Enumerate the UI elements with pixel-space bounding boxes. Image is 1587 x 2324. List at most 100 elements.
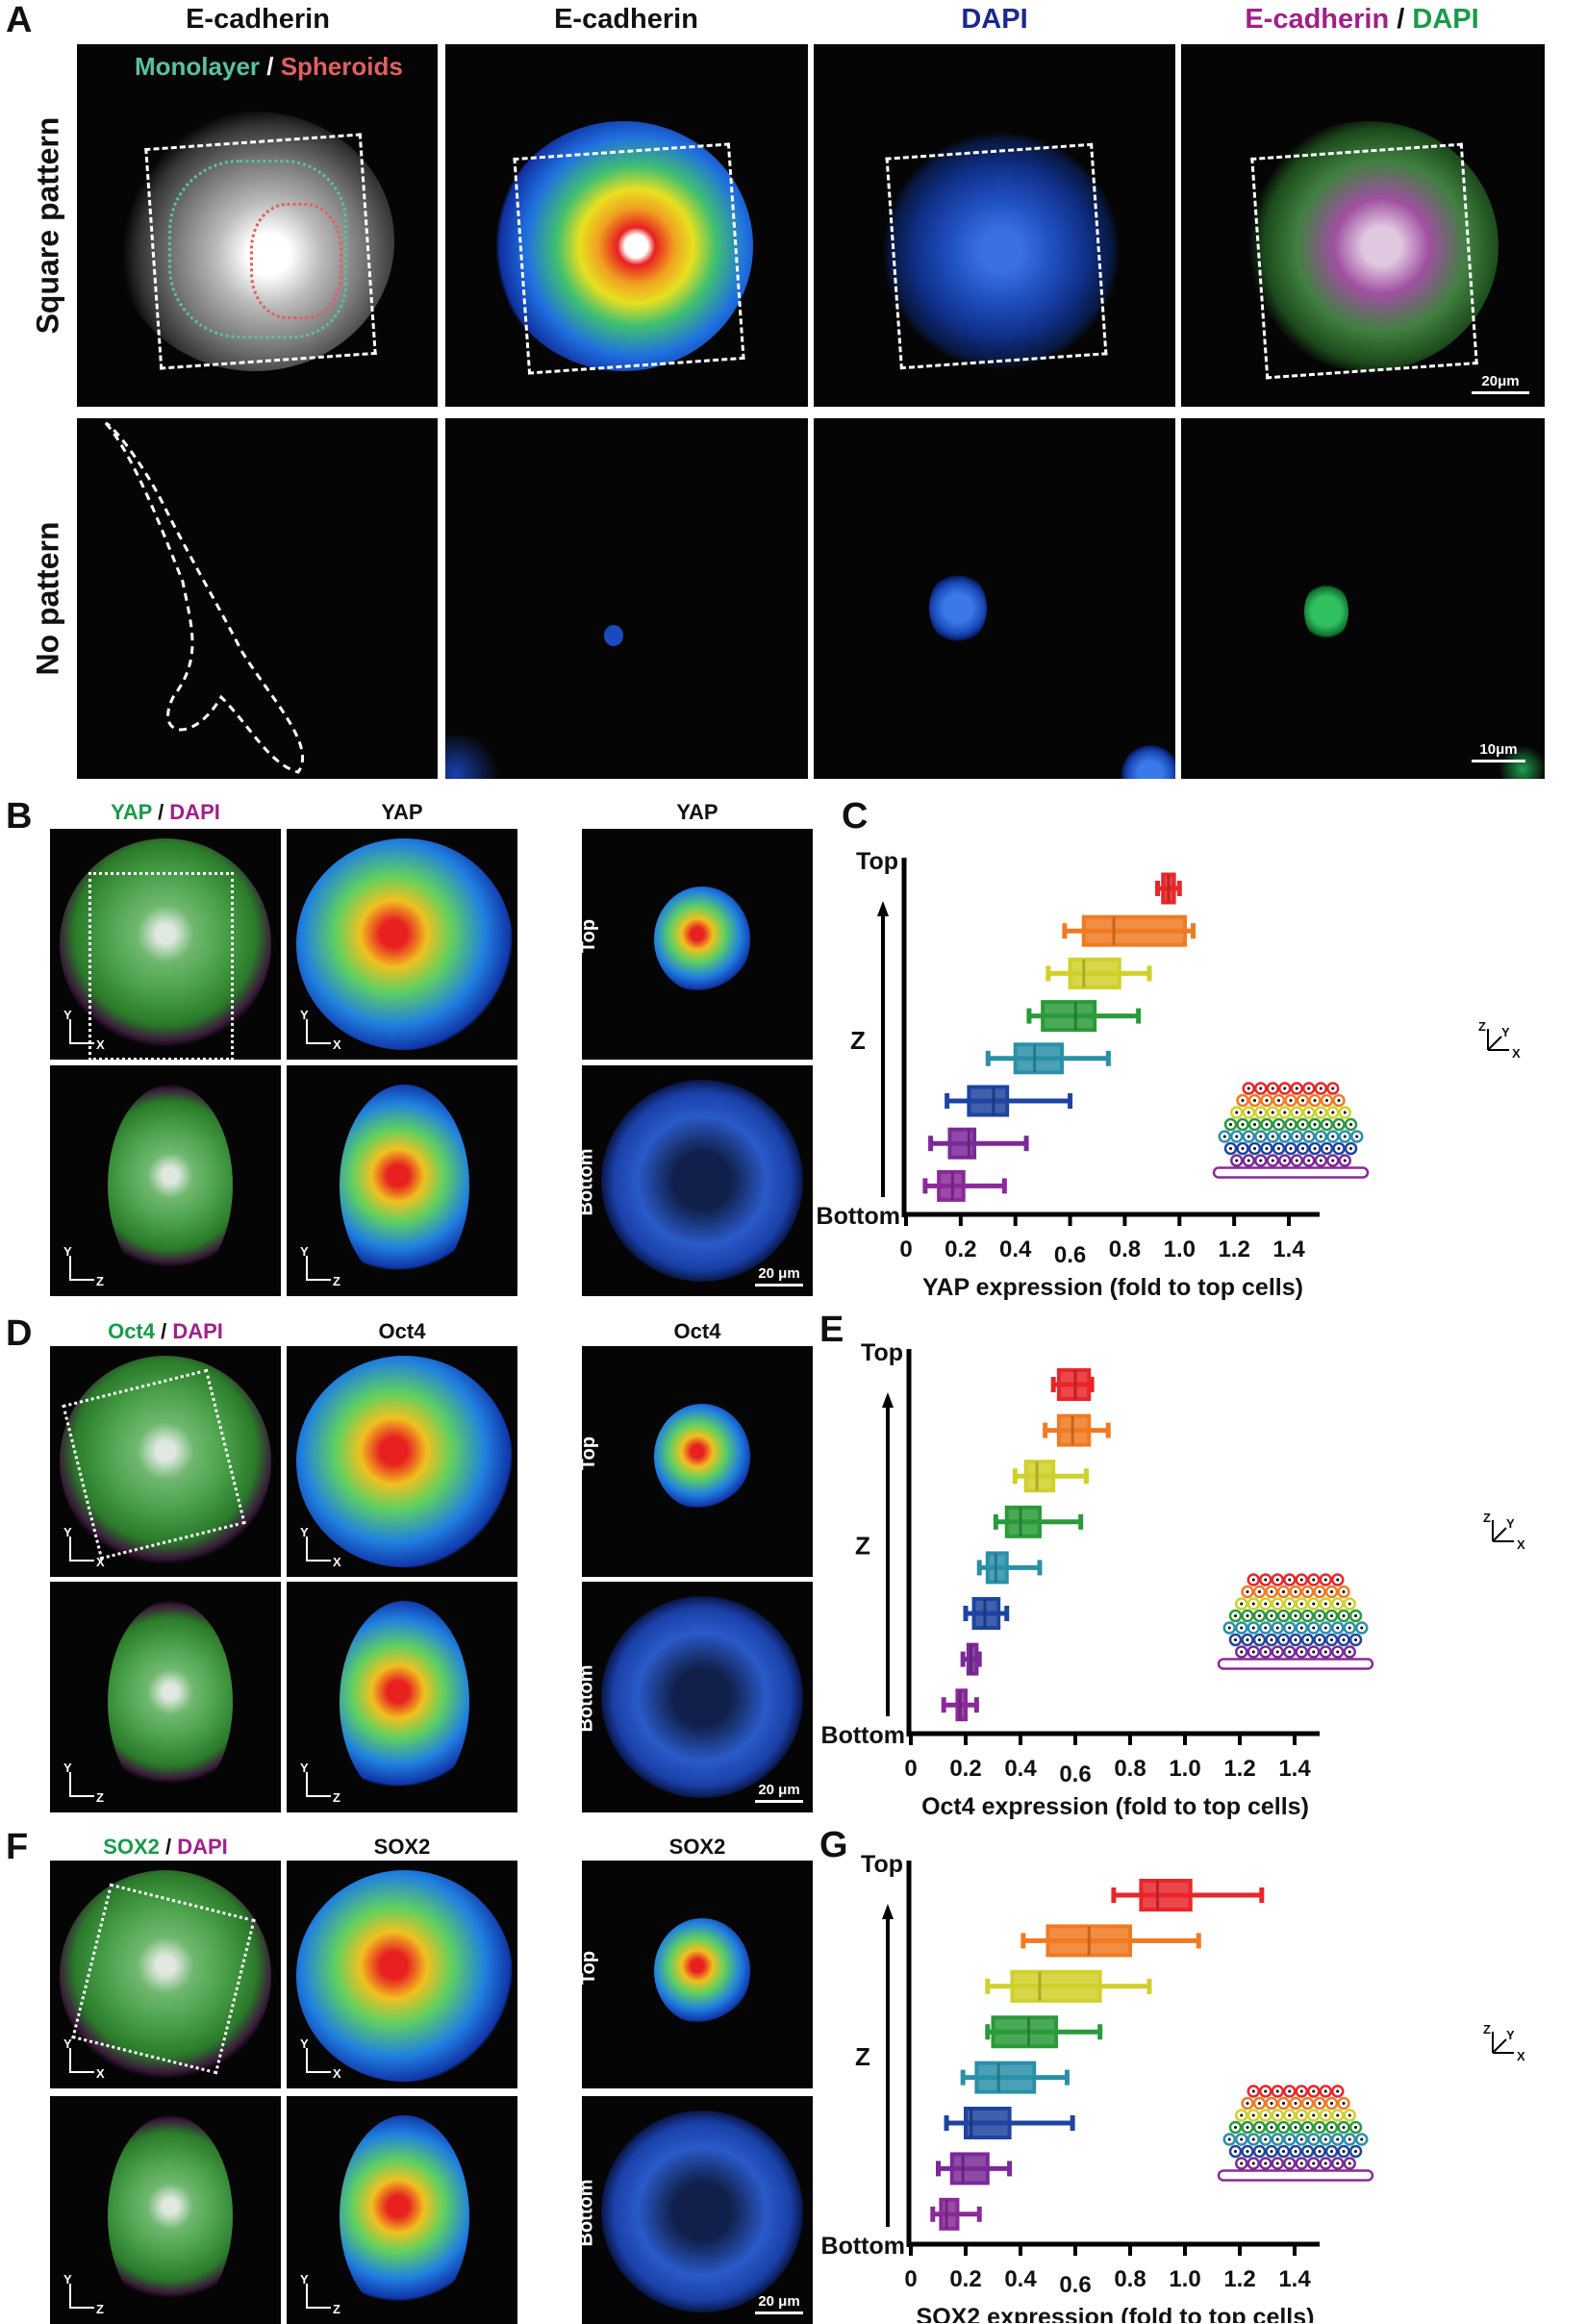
box bbox=[1013, 1042, 1065, 1075]
nucleus bbox=[1323, 1578, 1327, 1582]
nucleus bbox=[1325, 1147, 1328, 1150]
signal-spot bbox=[604, 625, 623, 646]
axis-label: Y bbox=[63, 1008, 72, 1022]
x-tick-label: 0 bbox=[899, 1237, 912, 1262]
nucleus bbox=[1289, 1147, 1293, 1150]
nucleus bbox=[1251, 1650, 1255, 1654]
nucleus bbox=[1253, 1099, 1256, 1102]
nucleus bbox=[1229, 1123, 1232, 1126]
cell-blob bbox=[1239, 121, 1499, 371]
bottom-cell-layer bbox=[1212, 1166, 1370, 1179]
nucleus bbox=[1271, 1111, 1274, 1114]
nuclei-blob bbox=[881, 131, 1121, 371]
nucleus bbox=[1258, 1614, 1261, 1617]
nucleus bbox=[1270, 2150, 1273, 2153]
nucleus bbox=[1270, 2126, 1273, 2129]
image-heat-top: Top bbox=[582, 1861, 813, 2088]
header-marker: Oct4 bbox=[673, 1319, 721, 1343]
scale-bar: 20μm bbox=[1472, 373, 1529, 394]
x-tick-label: 0 bbox=[904, 1756, 917, 1782]
nucleus bbox=[1251, 2089, 1255, 2093]
nucleus bbox=[1246, 2150, 1249, 2153]
scale-bar-label: 10μm bbox=[1479, 741, 1518, 758]
axis-y bbox=[1492, 1527, 1507, 1542]
nucleus bbox=[1323, 2137, 1327, 2141]
nucleus bbox=[1343, 1159, 1347, 1162]
bottom-cell-layer bbox=[1217, 1658, 1374, 1670]
nucleus bbox=[1253, 1147, 1256, 1150]
box bbox=[991, 2015, 1059, 2049]
nucleus bbox=[1318, 2102, 1322, 2105]
axis-label: Y bbox=[300, 2272, 309, 2287]
nucleus bbox=[1258, 2126, 1261, 2129]
nucleus bbox=[1251, 1602, 1255, 1606]
nucleus bbox=[1325, 1099, 1328, 1102]
nucleus bbox=[1258, 2102, 1261, 2105]
nucleus bbox=[1318, 2150, 1322, 2153]
nucleus bbox=[1342, 2126, 1346, 2129]
z-label: Z bbox=[855, 2042, 870, 2071]
nucleus bbox=[1325, 1123, 1328, 1126]
nucleus bbox=[1282, 1614, 1285, 1617]
nucleus bbox=[1271, 1135, 1274, 1138]
nucleus bbox=[1283, 1135, 1287, 1138]
nucleus bbox=[1246, 2126, 1249, 2129]
nucleus bbox=[1241, 1123, 1245, 1126]
nucleus bbox=[1288, 2089, 1292, 2093]
nucleus bbox=[1258, 1638, 1261, 1641]
panel-label-b: B bbox=[6, 796, 33, 837]
x-axis-label: Oct4 expression (fold to top cells) bbox=[921, 1793, 1309, 1820]
x-tick-label: 0 bbox=[904, 2266, 917, 2292]
image-ecad-gray-nopattern bbox=[77, 418, 438, 779]
nucleus bbox=[1258, 1590, 1261, 1593]
nucleus bbox=[1343, 1111, 1347, 1114]
box bbox=[974, 2061, 1037, 2094]
x-tick-label: 1.2 bbox=[1223, 1756, 1255, 1782]
x-tick-label: 1.2 bbox=[1218, 1237, 1249, 1262]
nucleus bbox=[1319, 1111, 1322, 1114]
nucleus bbox=[1234, 2150, 1237, 2153]
cell-blob bbox=[493, 121, 753, 371]
nucleus bbox=[1282, 2126, 1285, 2129]
nucleus bbox=[1306, 2102, 1309, 2105]
nucleus bbox=[1342, 1638, 1346, 1641]
axis-label: Z bbox=[96, 2302, 104, 2316]
nucleus bbox=[1330, 2102, 1333, 2105]
x-tick-label: 1.0 bbox=[1169, 1756, 1200, 1782]
nucleus bbox=[1336, 1626, 1340, 1630]
box bbox=[1068, 957, 1121, 989]
nucleus bbox=[1301, 1147, 1304, 1150]
nucleus bbox=[1295, 1087, 1298, 1090]
nucleus bbox=[1312, 1650, 1316, 1654]
header-merge: E-cadherin / DAPI bbox=[1181, 4, 1543, 36]
y-top-label: Top bbox=[861, 1339, 903, 1366]
axis-label: Y bbox=[63, 1244, 72, 1259]
nucleus bbox=[1247, 1111, 1250, 1114]
nucleus bbox=[1240, 2137, 1244, 2141]
merge-sep: / bbox=[155, 1319, 173, 1343]
axis-z-label: Z bbox=[1483, 1511, 1491, 1525]
box bbox=[949, 2152, 990, 2186]
spheroid-blob bbox=[108, 1085, 233, 1287]
nucleus bbox=[1288, 2162, 1292, 2165]
axis-x-label: X bbox=[1512, 1046, 1521, 1061]
nucleus bbox=[1306, 1614, 1309, 1617]
axis-label: X bbox=[333, 1037, 341, 1052]
x-axis-label: SOX2 expression (fold to top cells) bbox=[917, 2304, 1315, 2323]
axis-z-label: Z bbox=[1478, 1019, 1486, 1034]
nucleus bbox=[1271, 1087, 1274, 1090]
nucleus bbox=[1253, 1123, 1256, 1126]
nucleus bbox=[1306, 1590, 1309, 1593]
nucleus bbox=[1227, 1626, 1231, 1630]
nucleus bbox=[1313, 1147, 1317, 1150]
nucleus bbox=[1283, 1111, 1287, 1114]
nucleus bbox=[1277, 1147, 1280, 1150]
bottom-layer-blob bbox=[601, 1080, 803, 1282]
nucleus bbox=[1264, 2113, 1268, 2117]
nucleus bbox=[1295, 1111, 1298, 1114]
nucleus bbox=[1336, 2113, 1340, 2117]
